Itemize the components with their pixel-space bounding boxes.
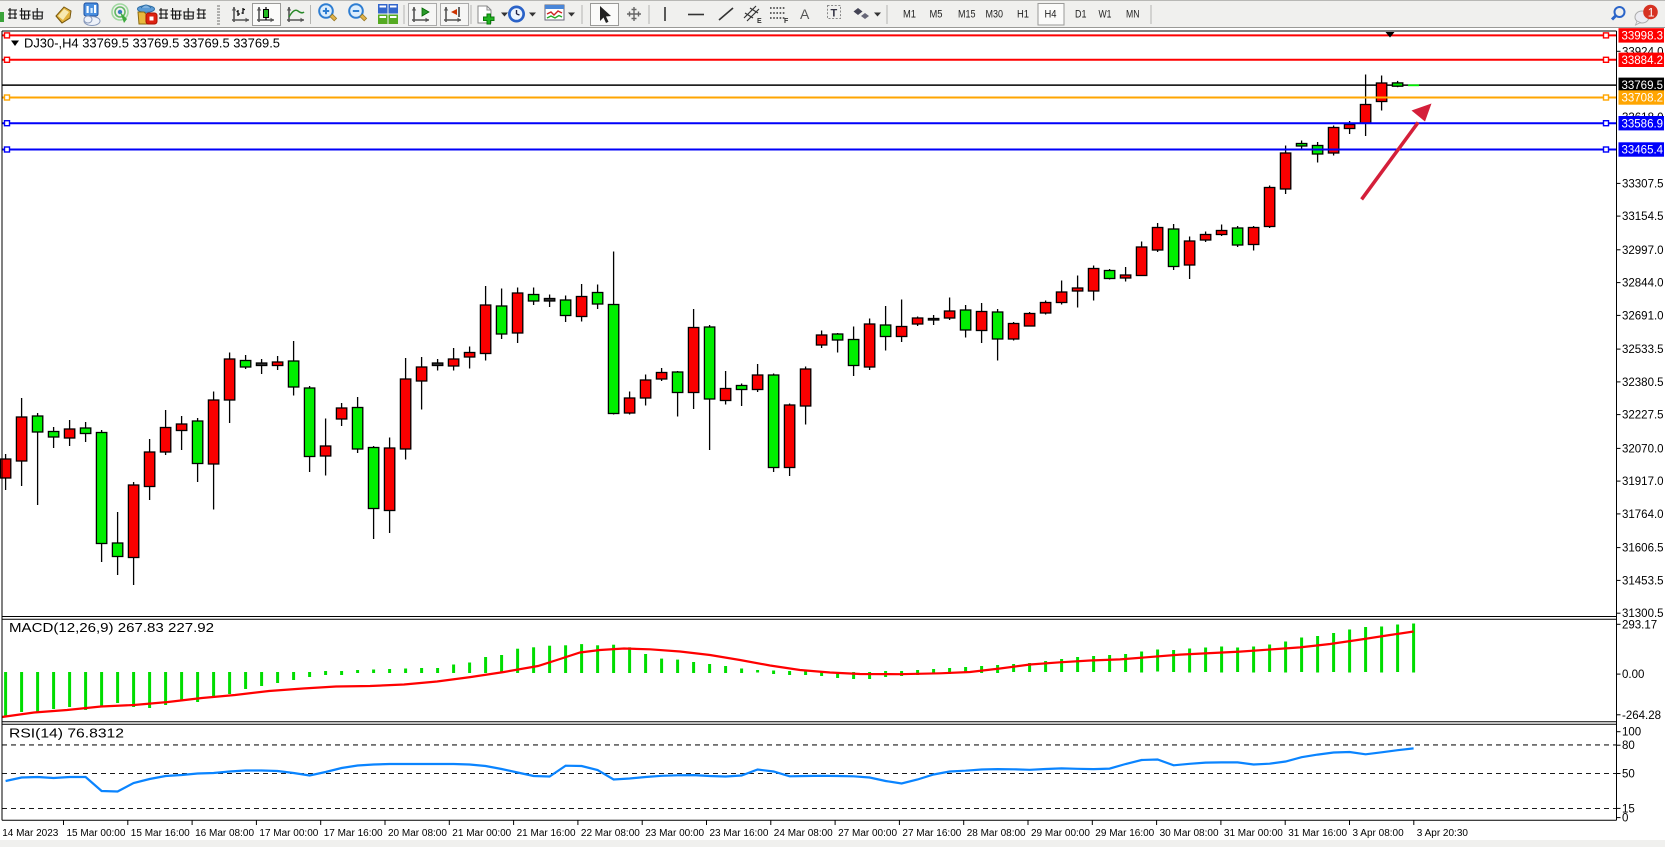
svg-text:23 Mar 00:00: 23 Mar 00:00 [645, 828, 704, 839]
svg-text:RSI(14) 76.8312: RSI(14) 76.8312 [9, 726, 124, 741]
svg-text:31764.0: 31764.0 [1622, 509, 1664, 521]
svg-text:H1: H1 [1017, 9, 1029, 21]
svg-text:293.17: 293.17 [1622, 619, 1657, 631]
svg-text:33769.5: 33769.5 [1622, 80, 1664, 92]
svg-text:32533.5: 32533.5 [1622, 344, 1664, 356]
svg-text:29 Mar 16:00: 29 Mar 16:00 [1095, 828, 1154, 839]
svg-text:E: E [757, 18, 762, 25]
svg-text:DJ30-,H4 33769.5 33769.5 3376: DJ30-,H4 33769.5 33769.5 33769.5 33769.5 [24, 36, 280, 51]
svg-text:32070.0: 32070.0 [1622, 443, 1664, 455]
svg-text:33884.2: 33884.2 [1622, 55, 1664, 67]
svg-text:T: T [831, 8, 838, 20]
svg-text:20 Mar 08:00: 20 Mar 08:00 [388, 828, 447, 839]
svg-text:MN: MN [1126, 9, 1140, 21]
svg-text:MACD(12,26,9) 267.83 227.92: MACD(12,26,9) 267.83 227.92 [9, 620, 214, 635]
svg-text:-264.28: -264.28 [1622, 710, 1661, 722]
svg-text:21 Mar 16:00: 21 Mar 16:00 [517, 828, 576, 839]
svg-text:31453.5: 31453.5 [1622, 575, 1664, 587]
svg-text:3 Apr 08:00: 3 Apr 08:00 [1353, 828, 1405, 839]
svg-text:15 Mar 00:00: 15 Mar 00:00 [67, 828, 126, 839]
svg-text:100: 100 [1622, 727, 1641, 739]
svg-text:33586.9: 33586.9 [1622, 118, 1664, 130]
svg-text:M15: M15 [958, 9, 976, 21]
svg-text:31300.5: 31300.5 [1622, 608, 1664, 620]
svg-text:29 Mar 00:00: 29 Mar 00:00 [1031, 828, 1090, 839]
svg-text:A: A [800, 6, 810, 22]
svg-text:M30: M30 [986, 9, 1004, 21]
svg-text:31917.0: 31917.0 [1622, 476, 1664, 488]
svg-text:33465.4: 33465.4 [1622, 145, 1664, 157]
svg-text:17 Mar 16:00: 17 Mar 16:00 [324, 828, 383, 839]
svg-text:16 Mar 08:00: 16 Mar 08:00 [195, 828, 254, 839]
svg-text:0.00: 0.00 [1622, 669, 1644, 681]
svg-text:50: 50 [1622, 769, 1635, 781]
svg-text:24 Mar 08:00: 24 Mar 08:00 [774, 828, 833, 839]
svg-text:15 Mar 16:00: 15 Mar 16:00 [131, 828, 190, 839]
svg-text:23 Mar 16:00: 23 Mar 16:00 [710, 828, 769, 839]
svg-text:15: 15 [1622, 803, 1635, 815]
svg-text:32844.0: 32844.0 [1622, 278, 1664, 290]
svg-text:D1: D1 [1075, 9, 1087, 21]
svg-text:33307.5: 33307.5 [1622, 178, 1664, 190]
svg-text:M1: M1 [903, 9, 916, 21]
svg-text:33154.5: 33154.5 [1622, 211, 1664, 223]
svg-text:32691.0: 32691.0 [1622, 310, 1664, 322]
svg-text:31606.5: 31606.5 [1622, 543, 1664, 555]
svg-text:33998.3: 33998.3 [1622, 31, 1664, 43]
svg-text:F: F [784, 18, 789, 25]
svg-text:28 Mar 08:00: 28 Mar 08:00 [967, 828, 1026, 839]
svg-text:80: 80 [1622, 740, 1635, 752]
svg-text:3 Apr 20:30: 3 Apr 20:30 [1417, 828, 1469, 839]
svg-text:27 Mar 16:00: 27 Mar 16:00 [902, 828, 961, 839]
svg-text:14 Mar 2023: 14 Mar 2023 [2, 828, 59, 839]
svg-text:32997.0: 32997.0 [1622, 245, 1664, 257]
svg-text:W1: W1 [1099, 9, 1112, 21]
svg-text:33708.2: 33708.2 [1622, 93, 1664, 105]
svg-text:31 Mar 16:00: 31 Mar 16:00 [1288, 828, 1347, 839]
svg-text:H4: H4 [1045, 9, 1057, 21]
svg-text:1: 1 [1648, 5, 1655, 19]
svg-text:32380.5: 32380.5 [1622, 377, 1664, 389]
svg-text:M5: M5 [930, 9, 943, 21]
svg-text:30 Mar 08:00: 30 Mar 08:00 [1160, 828, 1219, 839]
svg-text:17 Mar 00:00: 17 Mar 00:00 [259, 828, 318, 839]
svg-text:0: 0 [1622, 813, 1628, 825]
svg-text:27 Mar 00:00: 27 Mar 00:00 [838, 828, 897, 839]
svg-text:31 Mar 00:00: 31 Mar 00:00 [1224, 828, 1283, 839]
svg-text:22 Mar 08:00: 22 Mar 08:00 [581, 828, 640, 839]
svg-text:32227.5: 32227.5 [1622, 410, 1664, 422]
svg-text:21 Mar 00:00: 21 Mar 00:00 [452, 828, 511, 839]
